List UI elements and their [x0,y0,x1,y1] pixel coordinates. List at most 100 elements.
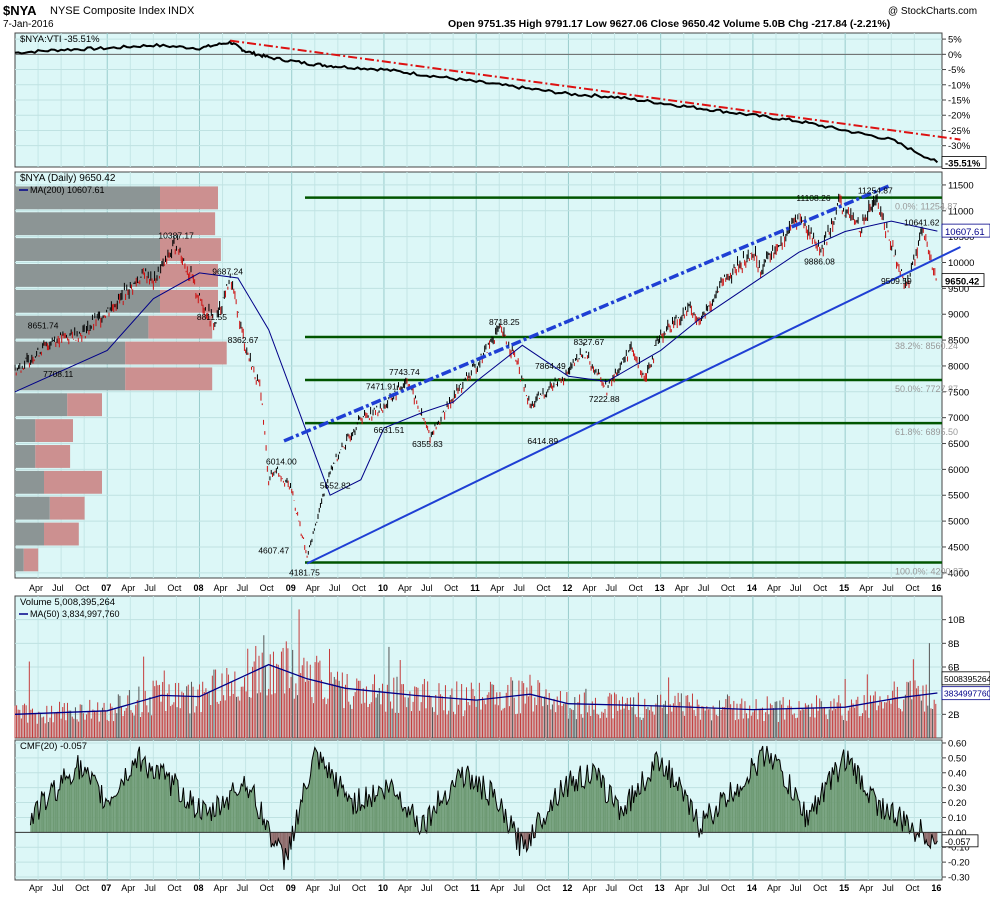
cmf-area [159,764,161,833]
fib-level-label: 61.8%: 6895.50 [895,427,958,437]
cmf-area [606,800,609,833]
cmf-area [126,779,129,833]
cmf-area [635,790,637,833]
cmf-area [863,790,865,833]
price-annotation-label: 4181.75 [289,567,320,577]
cmf-x-label: 09 [286,883,296,893]
cmf-area [238,791,240,833]
cmf-area [179,801,181,833]
cmf-area [84,766,87,833]
cmf-area [329,762,331,833]
price-x-label: 08 [193,583,203,593]
cmf-area [694,808,697,833]
cmf-area [615,796,617,833]
cmf-area [465,770,467,833]
volume-profile-gray [15,419,36,443]
volume-profile-gray [15,367,126,391]
cmf-x-label: Oct [167,883,182,893]
cmf-x-label: Jul [144,883,156,893]
cmf-x-label: 13 [655,883,665,893]
index-name: NYSE Composite Index [50,5,166,17]
cmf-area [703,810,705,833]
cmf-axis-tick-label: 0.00 [948,828,967,839]
cmf-area [313,747,315,833]
price-x-label: Jul [790,583,802,593]
price-x-label: Jul [698,583,710,593]
cmf-area [723,792,725,833]
price-axis-tick-label: 8000 [948,361,969,372]
cmf-area [42,793,45,833]
cmf-area [70,781,73,833]
price-x-label: Apr [214,583,228,593]
cmf-area [302,782,304,833]
price-x-label: Jul [882,583,894,593]
cmf-area [258,818,260,833]
cmf-area [611,786,613,833]
cmf-area [118,787,120,833]
cmf-area [738,786,741,833]
volume-profile-gray [15,212,160,236]
cmf-area [107,800,109,833]
price-annotation-label: 4607.47 [258,545,289,555]
cmf-area [751,758,753,833]
ratio-axis-tick-label: 5% [948,35,962,46]
cmf-area [174,773,177,833]
price-annotation-label: 6414.89 [527,436,558,446]
cmf-x-label: Apr [767,883,781,893]
cmf-area [145,756,147,833]
cmf-area [792,799,794,833]
cmf-area [640,771,643,833]
cmf-area [853,763,855,833]
cmf-area [232,782,235,833]
cmf-area [649,778,651,833]
cmf-area [286,832,289,861]
cmf-area [249,790,252,833]
cmf-area [48,792,50,833]
cmf-area [498,808,500,833]
cmf-area [96,779,98,833]
volume-profile-gray [15,238,160,262]
cmf-area [663,775,665,833]
volume-profile-red [125,341,227,365]
price-annotation-label: 6631.51 [374,425,405,435]
cmf-area [80,760,83,833]
cmf-area [830,767,833,833]
price-x-label: Oct [536,583,551,593]
volume-profile-gray [15,470,44,494]
cmf-area [346,792,348,833]
volume-axis-tick-label: 8B [948,639,960,650]
cmf-area [745,777,748,833]
cmf-area [385,779,388,833]
cmf-area [402,807,405,833]
cmf-area [871,788,874,833]
cmf-area [135,758,137,833]
ohlc-summary: Open 9751.35 High 9791.17 Low 9627.06 Cl… [448,18,890,30]
cmf-area [929,832,931,849]
cmf-area [721,792,724,833]
cmf-area [556,803,558,833]
cmf-area [247,787,249,833]
cmf-area [361,804,364,833]
cmf-area [132,760,134,833]
cmf-area [775,754,777,833]
cmf-x-label: 16 [931,883,941,893]
cmf-area [316,750,318,833]
cmf-area [478,776,481,833]
cmf-area [645,783,647,833]
price-annotation-label: 7743.74 [389,367,420,377]
cmf-area [112,796,115,833]
cmf-x-label: Jul [882,883,894,893]
cmf-area [394,795,396,833]
cmf-x-label: Jul [421,883,433,893]
price-annotation-label: 8327.67 [573,337,604,347]
cmf-area [433,805,436,833]
chart-date: 7-Jan-2016 [3,19,54,30]
cmf-area [91,772,94,833]
volume-profile-red [67,393,102,417]
price-last-value-box [941,273,985,288]
cmf-x-label: Jul [329,883,341,893]
cmf-area [368,794,371,833]
price-x-label: Oct [721,583,736,593]
cmf-area [460,766,463,833]
cmf-area [356,810,358,833]
